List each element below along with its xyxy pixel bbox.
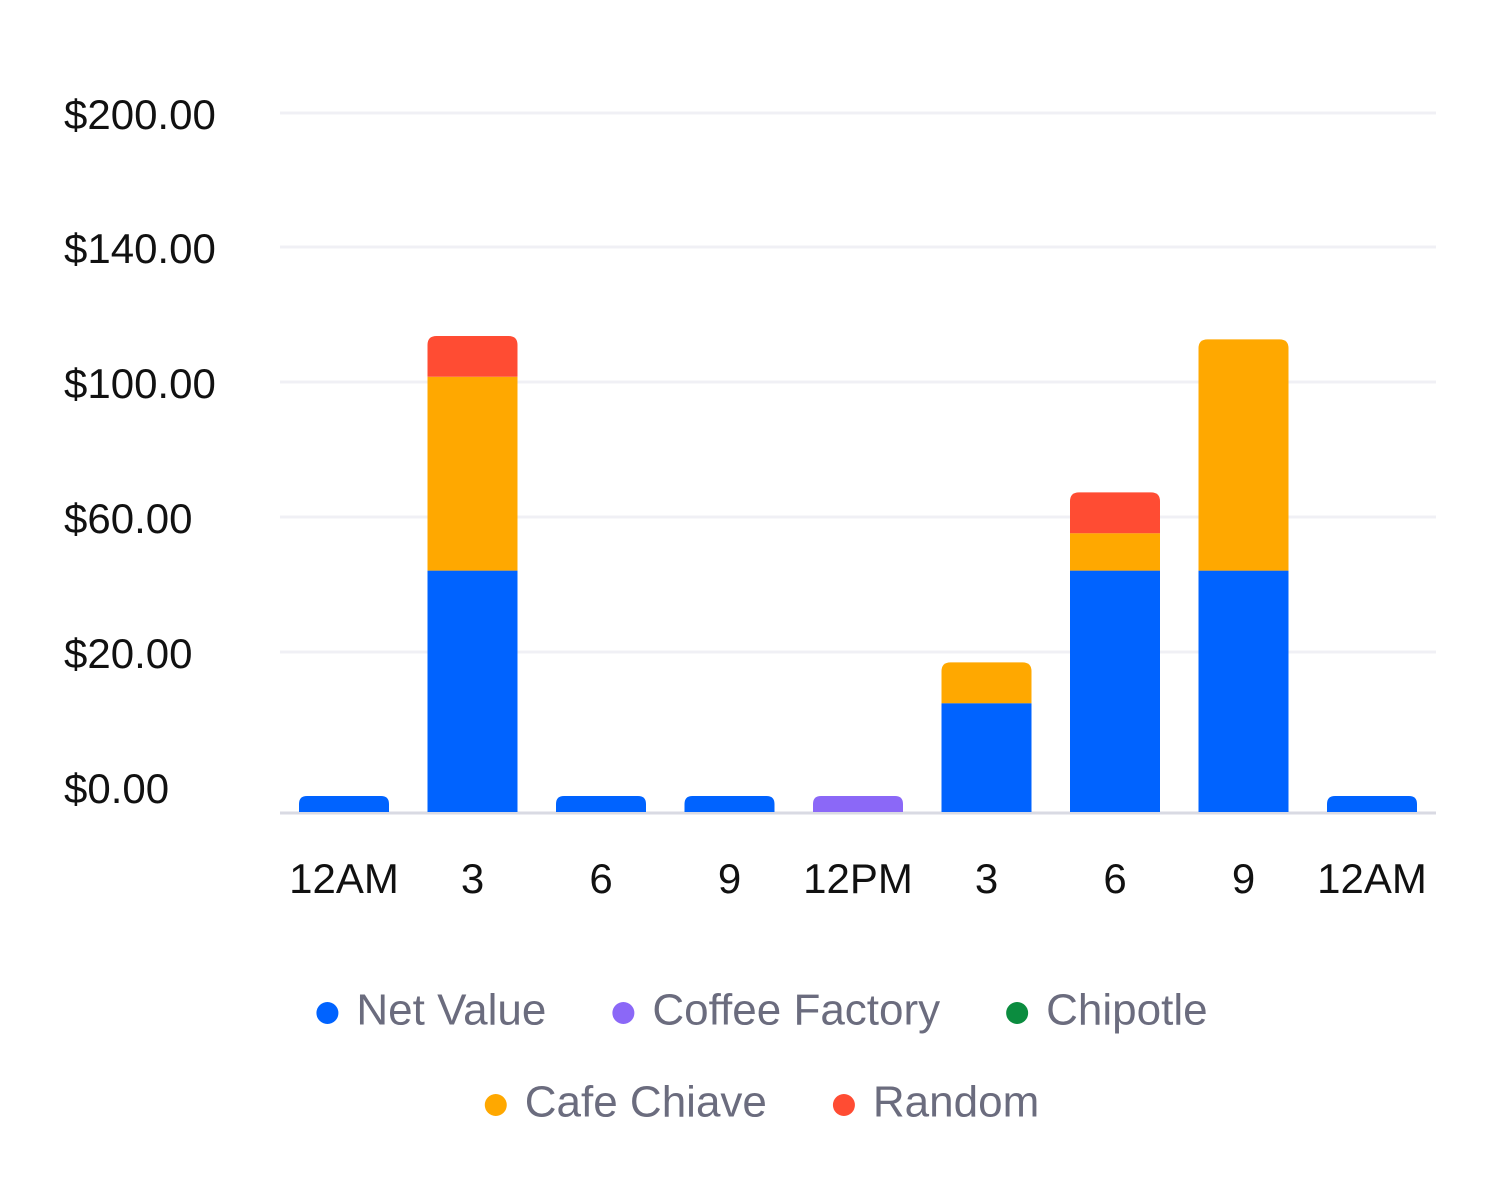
legend-swatch: [316, 1002, 339, 1024]
bar-segment-net-value: [941, 703, 1032, 812]
bar-stub: [1327, 796, 1417, 812]
legend: Net Value Coffee Factory Chipotle Cafe Chia…: [316, 986, 1208, 1127]
bar-segment-random: [1070, 492, 1160, 534]
legend-item-net-value[interactable]: Net Value: [316, 986, 546, 1035]
x-tick-label: 3: [461, 855, 484, 902]
legend-item-coffee-factory[interactable]: Coffee Factory: [612, 986, 940, 1035]
x-axis-ticks: 12AM 3 6 9 12PM 3 6 9 12AM: [289, 855, 1427, 902]
bars-layer: [299, 336, 1417, 812]
legend-label: Net Value: [356, 986, 546, 1035]
bar-stub: [299, 796, 389, 812]
bar-stub: [556, 796, 646, 812]
x-tick-label: 9: [1232, 855, 1255, 902]
x-tick-label: 12PM: [803, 855, 913, 902]
bar-segment-cafe-chiave: [1070, 533, 1160, 571]
y-tick-label: $0.00: [64, 765, 169, 812]
legend-label: Chipotle: [1046, 986, 1207, 1035]
y-axis-ticks: $0.00 $20.00 $60.00 $100.00 $140.00 $200.00: [64, 91, 216, 812]
bar-segment-net-value: [1070, 570, 1160, 812]
legend-swatch: [1006, 1002, 1029, 1024]
legend-swatch: [612, 1002, 635, 1024]
bar-segment-cafe-chiave: [941, 662, 1032, 704]
legend-swatch: [484, 1094, 507, 1116]
y-tick-label: $20.00: [64, 630, 192, 677]
bar-segment-random: [427, 336, 518, 377]
y-tick-label: $100.00: [64, 360, 216, 407]
x-tick-label: 9: [718, 855, 741, 902]
bar-segment-cafe-chiave: [427, 376, 518, 571]
y-tick-label: $60.00: [64, 495, 192, 542]
x-tick-label: 6: [1103, 855, 1126, 902]
x-tick-label: 12AM: [1317, 855, 1427, 902]
legend-label: Cafe Chiave: [525, 1078, 767, 1127]
bar-segment-net-value: [1198, 570, 1289, 812]
legend-label: Random: [873, 1078, 1039, 1127]
legend-item-chipotle[interactable]: Chipotle: [1006, 986, 1208, 1035]
bar-stub: [813, 796, 903, 812]
bar-segment-cafe-chiave: [1198, 339, 1289, 571]
bar-stub: [684, 796, 775, 812]
x-tick-label: 12AM: [289, 855, 399, 902]
legend-item-cafe-chiave[interactable]: Cafe Chiave: [484, 1078, 767, 1127]
y-tick-label: $140.00: [64, 225, 216, 272]
x-tick-label: 6: [589, 855, 612, 902]
bar-segment-net-value: [427, 570, 518, 812]
legend-swatch: [832, 1094, 855, 1116]
x-tick-label: 3: [975, 855, 998, 902]
legend-label: Coffee Factory: [652, 986, 940, 1035]
y-tick-label: $200.00: [64, 91, 216, 138]
legend-item-random[interactable]: Random: [832, 1078, 1039, 1127]
